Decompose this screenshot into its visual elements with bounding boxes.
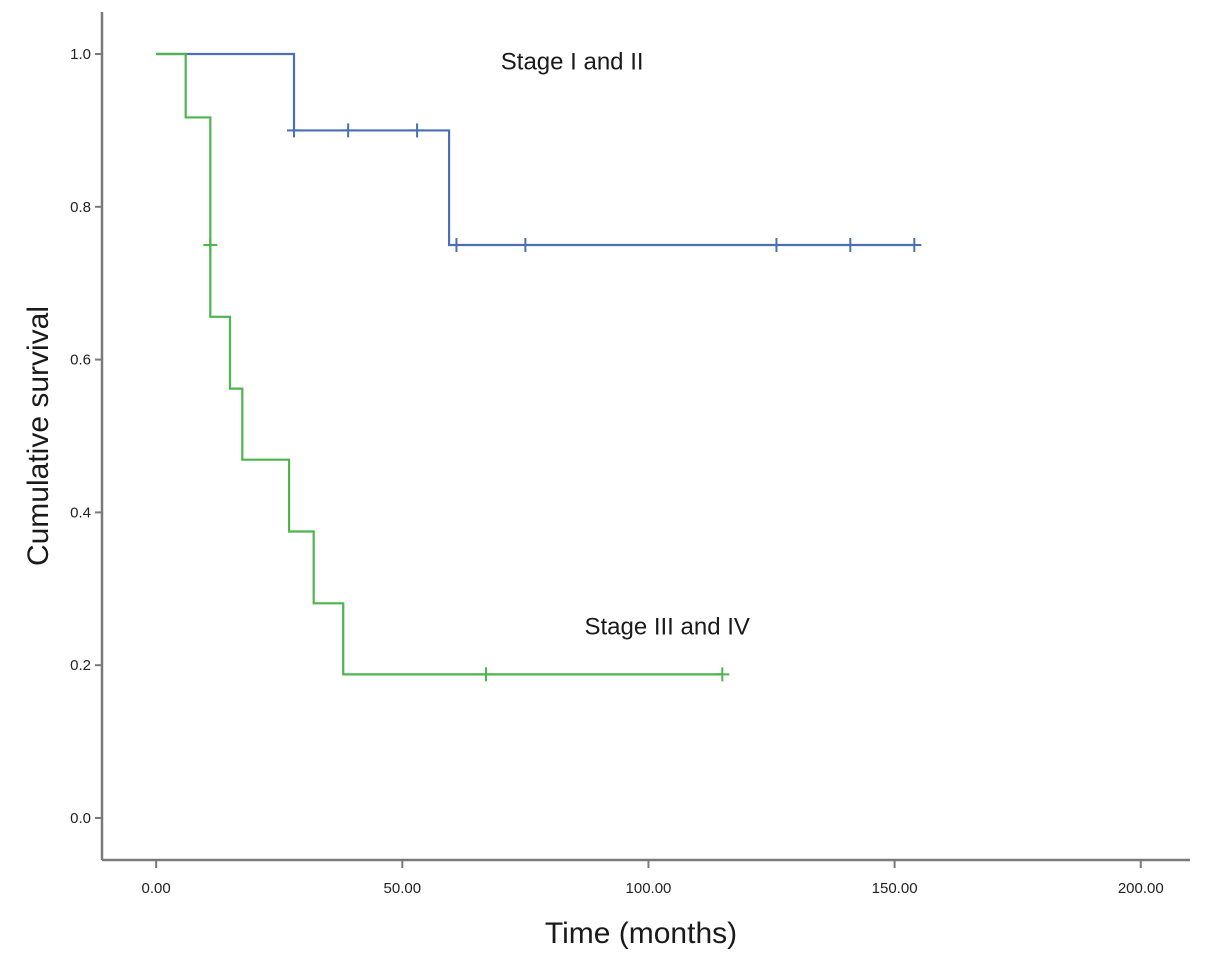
x-tick-label: 0.00 (142, 880, 171, 897)
censor-mark (518, 238, 533, 253)
censor-mark (843, 238, 858, 253)
x-axis: 0.00 50.00 100.00 150.00 200.00 Time (months… (102, 858, 1190, 950)
censor-mark (341, 123, 356, 138)
series-label-stage-iii-iv: Stage III and IV (584, 614, 749, 641)
series-stage-i-ii: Stage I and II (156, 48, 922, 253)
y-ticks: 0.0 0.2 0.4 0.6 0.8 1.0 (70, 46, 102, 827)
y-tick-label: 0.2 (70, 657, 91, 674)
series-stage-iii-iv: Stage III and IV (156, 52, 750, 682)
y-tick-label: 0.4 (70, 504, 91, 521)
y-tick-label: 0.6 (70, 352, 91, 369)
y-axis-title: Cumulative survival (22, 306, 55, 566)
censor-mark (410, 123, 425, 138)
y-axis: 0.0 0.2 0.4 0.6 0.8 1.0 Cumulative survival (22, 12, 104, 860)
survival-curve-stage-iii-iv (156, 52, 723, 676)
censor-mark (203, 238, 218, 253)
x-tick-label: 100.00 (626, 880, 672, 897)
censor-mark (449, 238, 464, 253)
censor-mark (769, 238, 784, 253)
x-ticks: 0.00 50.00 100.00 150.00 200.00 (142, 860, 1164, 897)
x-axis-title: Time (months) (545, 917, 737, 950)
survival-curve-stage-i-ii (156, 52, 915, 247)
censor-mark (287, 123, 301, 138)
series-layer: Stage I and II Stage III and IV (156, 48, 922, 682)
series-label-stage-i-ii: Stage I and II (501, 48, 644, 75)
censor-mark (715, 667, 730, 682)
y-tick-label: 0.8 (70, 199, 91, 216)
x-tick-label: 150.00 (872, 880, 918, 897)
censor-mark (907, 238, 922, 253)
x-tick-label: 200.00 (1118, 880, 1164, 897)
censor-mark (479, 667, 493, 682)
y-tick-label: 0.0 (70, 810, 91, 827)
x-tick-label: 50.00 (384, 880, 422, 897)
y-tick-label: 1.0 (70, 46, 91, 63)
